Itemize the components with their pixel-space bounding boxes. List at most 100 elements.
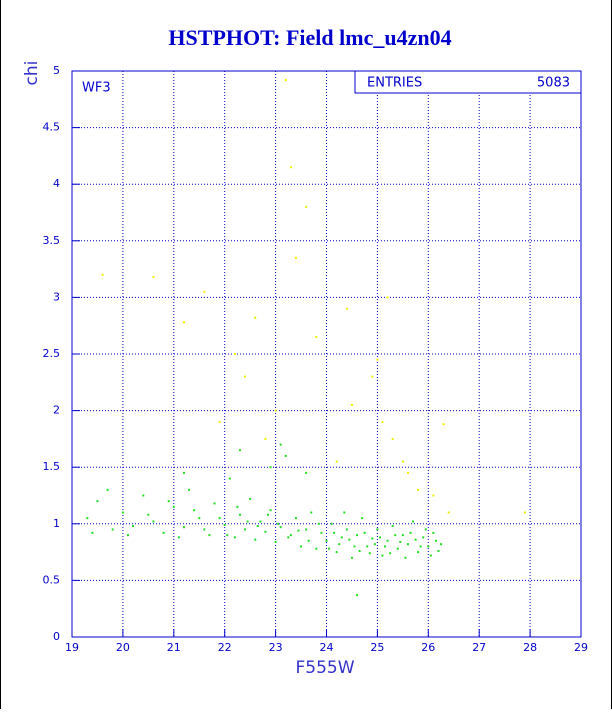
point (96, 500, 99, 503)
point (147, 513, 150, 516)
point (305, 471, 308, 474)
point (305, 205, 308, 208)
entries-label: ENTRIES (367, 76, 422, 91)
point (356, 534, 359, 537)
y-tick-label: 4 (53, 177, 60, 190)
point (391, 437, 394, 440)
x-tick-label: 23 (269, 641, 283, 654)
point (389, 552, 392, 555)
y-tick-label: 4.5 (43, 121, 61, 134)
point (524, 511, 527, 514)
x-tick-label: 24 (320, 641, 334, 654)
point (238, 513, 241, 516)
point (447, 511, 450, 514)
x-tick-label: 25 (370, 641, 384, 654)
point (345, 528, 348, 531)
point (376, 528, 379, 531)
point (401, 534, 404, 537)
point (233, 353, 236, 355)
point (361, 517, 364, 520)
point (315, 547, 318, 550)
x-tick-label: 28 (523, 641, 537, 654)
point (338, 543, 341, 546)
point (378, 536, 381, 539)
point (162, 531, 165, 534)
point (244, 375, 247, 378)
point (432, 531, 435, 534)
point (424, 528, 427, 531)
point (91, 531, 94, 534)
point (203, 290, 206, 293)
point (101, 273, 104, 276)
point (422, 536, 425, 539)
points (86, 79, 527, 597)
point (317, 522, 320, 525)
point (249, 497, 252, 500)
point (391, 525, 394, 528)
point (254, 316, 257, 319)
y-axis-label: chi (22, 61, 42, 86)
point (254, 538, 257, 541)
point (350, 556, 353, 559)
point (315, 336, 318, 339)
x-tick-label: 26 (421, 641, 435, 654)
point (269, 466, 272, 469)
point (233, 536, 236, 539)
point (371, 537, 374, 540)
point (348, 538, 351, 541)
point (330, 522, 333, 525)
point (86, 517, 89, 520)
point (414, 538, 417, 541)
point (167, 500, 170, 503)
point (182, 321, 185, 324)
point (126, 534, 129, 537)
point (264, 437, 267, 440)
point (277, 522, 280, 525)
point (404, 556, 407, 559)
point (111, 528, 114, 531)
stats-box (354, 70, 582, 94)
point (363, 531, 366, 534)
point (353, 545, 356, 548)
point (401, 460, 404, 463)
point (300, 545, 303, 548)
point (208, 534, 211, 537)
y-tick-label: 1 (53, 517, 60, 530)
plot-frame (71, 70, 582, 638)
point (406, 543, 409, 546)
x-tick-label: 20 (116, 641, 130, 654)
point (320, 531, 323, 534)
y-tick-label: 3 (53, 290, 60, 303)
point (399, 540, 402, 543)
point (152, 520, 155, 523)
point (259, 520, 262, 523)
point (307, 539, 310, 542)
point (310, 511, 313, 514)
point (386, 296, 389, 299)
point (412, 520, 415, 523)
point (429, 554, 432, 557)
point (226, 534, 229, 537)
point (368, 552, 371, 555)
point (269, 509, 272, 512)
point (287, 536, 290, 539)
point (325, 539, 328, 542)
x-tick-label: 21 (167, 641, 181, 654)
point (381, 554, 384, 557)
point (182, 471, 185, 474)
point (371, 375, 374, 378)
point (244, 528, 247, 531)
x-tick-label: 22 (218, 641, 232, 654)
point (356, 594, 359, 597)
grid (71, 70, 582, 638)
point (274, 409, 277, 412)
point (106, 488, 109, 491)
point (419, 545, 422, 548)
point (335, 460, 338, 463)
x-axis-label: F555W (295, 658, 354, 678)
point (305, 528, 308, 531)
point (203, 528, 206, 531)
point (182, 526, 185, 529)
point (350, 403, 353, 406)
